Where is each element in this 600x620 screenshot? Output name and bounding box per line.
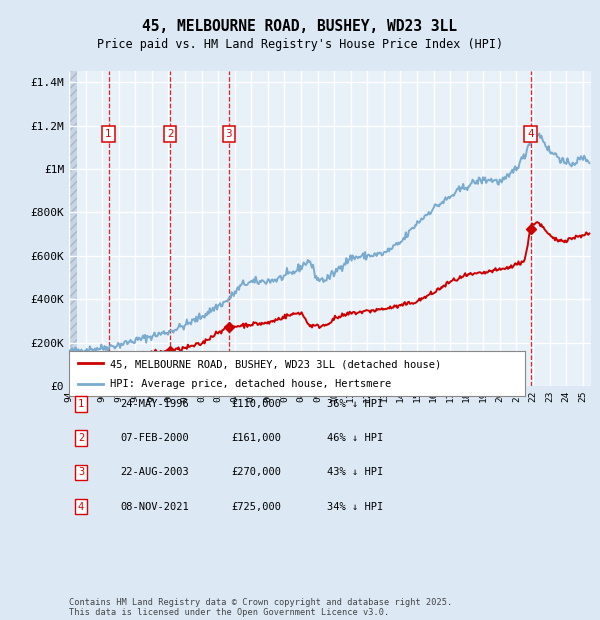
Text: HPI: Average price, detached house, Hertsmere: HPI: Average price, detached house, Hert… <box>110 379 391 389</box>
Text: 43% ↓ HPI: 43% ↓ HPI <box>327 467 383 477</box>
Text: 46% ↓ HPI: 46% ↓ HPI <box>327 433 383 443</box>
Text: 45, MELBOURNE ROAD, BUSHEY, WD23 3LL: 45, MELBOURNE ROAD, BUSHEY, WD23 3LL <box>143 19 458 33</box>
Text: 2: 2 <box>167 129 173 140</box>
Text: 4: 4 <box>78 502 84 512</box>
Text: 1: 1 <box>78 399 84 409</box>
Text: 24-MAY-1996: 24-MAY-1996 <box>120 399 189 409</box>
Text: 1: 1 <box>105 129 112 140</box>
Text: 36% ↓ HPI: 36% ↓ HPI <box>327 399 383 409</box>
Text: £110,000: £110,000 <box>231 399 281 409</box>
Text: 22-AUG-2003: 22-AUG-2003 <box>120 467 189 477</box>
Text: 3: 3 <box>226 129 232 140</box>
Text: 2: 2 <box>78 433 84 443</box>
Text: 08-NOV-2021: 08-NOV-2021 <box>120 502 189 512</box>
Text: £725,000: £725,000 <box>231 502 281 512</box>
Text: 3: 3 <box>78 467 84 477</box>
Text: £161,000: £161,000 <box>231 433 281 443</box>
Text: 07-FEB-2000: 07-FEB-2000 <box>120 433 189 443</box>
Text: £270,000: £270,000 <box>231 467 281 477</box>
Text: 4: 4 <box>527 129 534 140</box>
Text: 45, MELBOURNE ROAD, BUSHEY, WD23 3LL (detached house): 45, MELBOURNE ROAD, BUSHEY, WD23 3LL (de… <box>110 360 441 370</box>
Text: 34% ↓ HPI: 34% ↓ HPI <box>327 502 383 512</box>
Text: Price paid vs. HM Land Registry's House Price Index (HPI): Price paid vs. HM Land Registry's House … <box>97 38 503 51</box>
Bar <box>69 71 77 386</box>
Text: This data is licensed under the Open Government Licence v3.0.: This data is licensed under the Open Gov… <box>69 608 389 617</box>
Text: Contains HM Land Registry data © Crown copyright and database right 2025.: Contains HM Land Registry data © Crown c… <box>69 598 452 607</box>
